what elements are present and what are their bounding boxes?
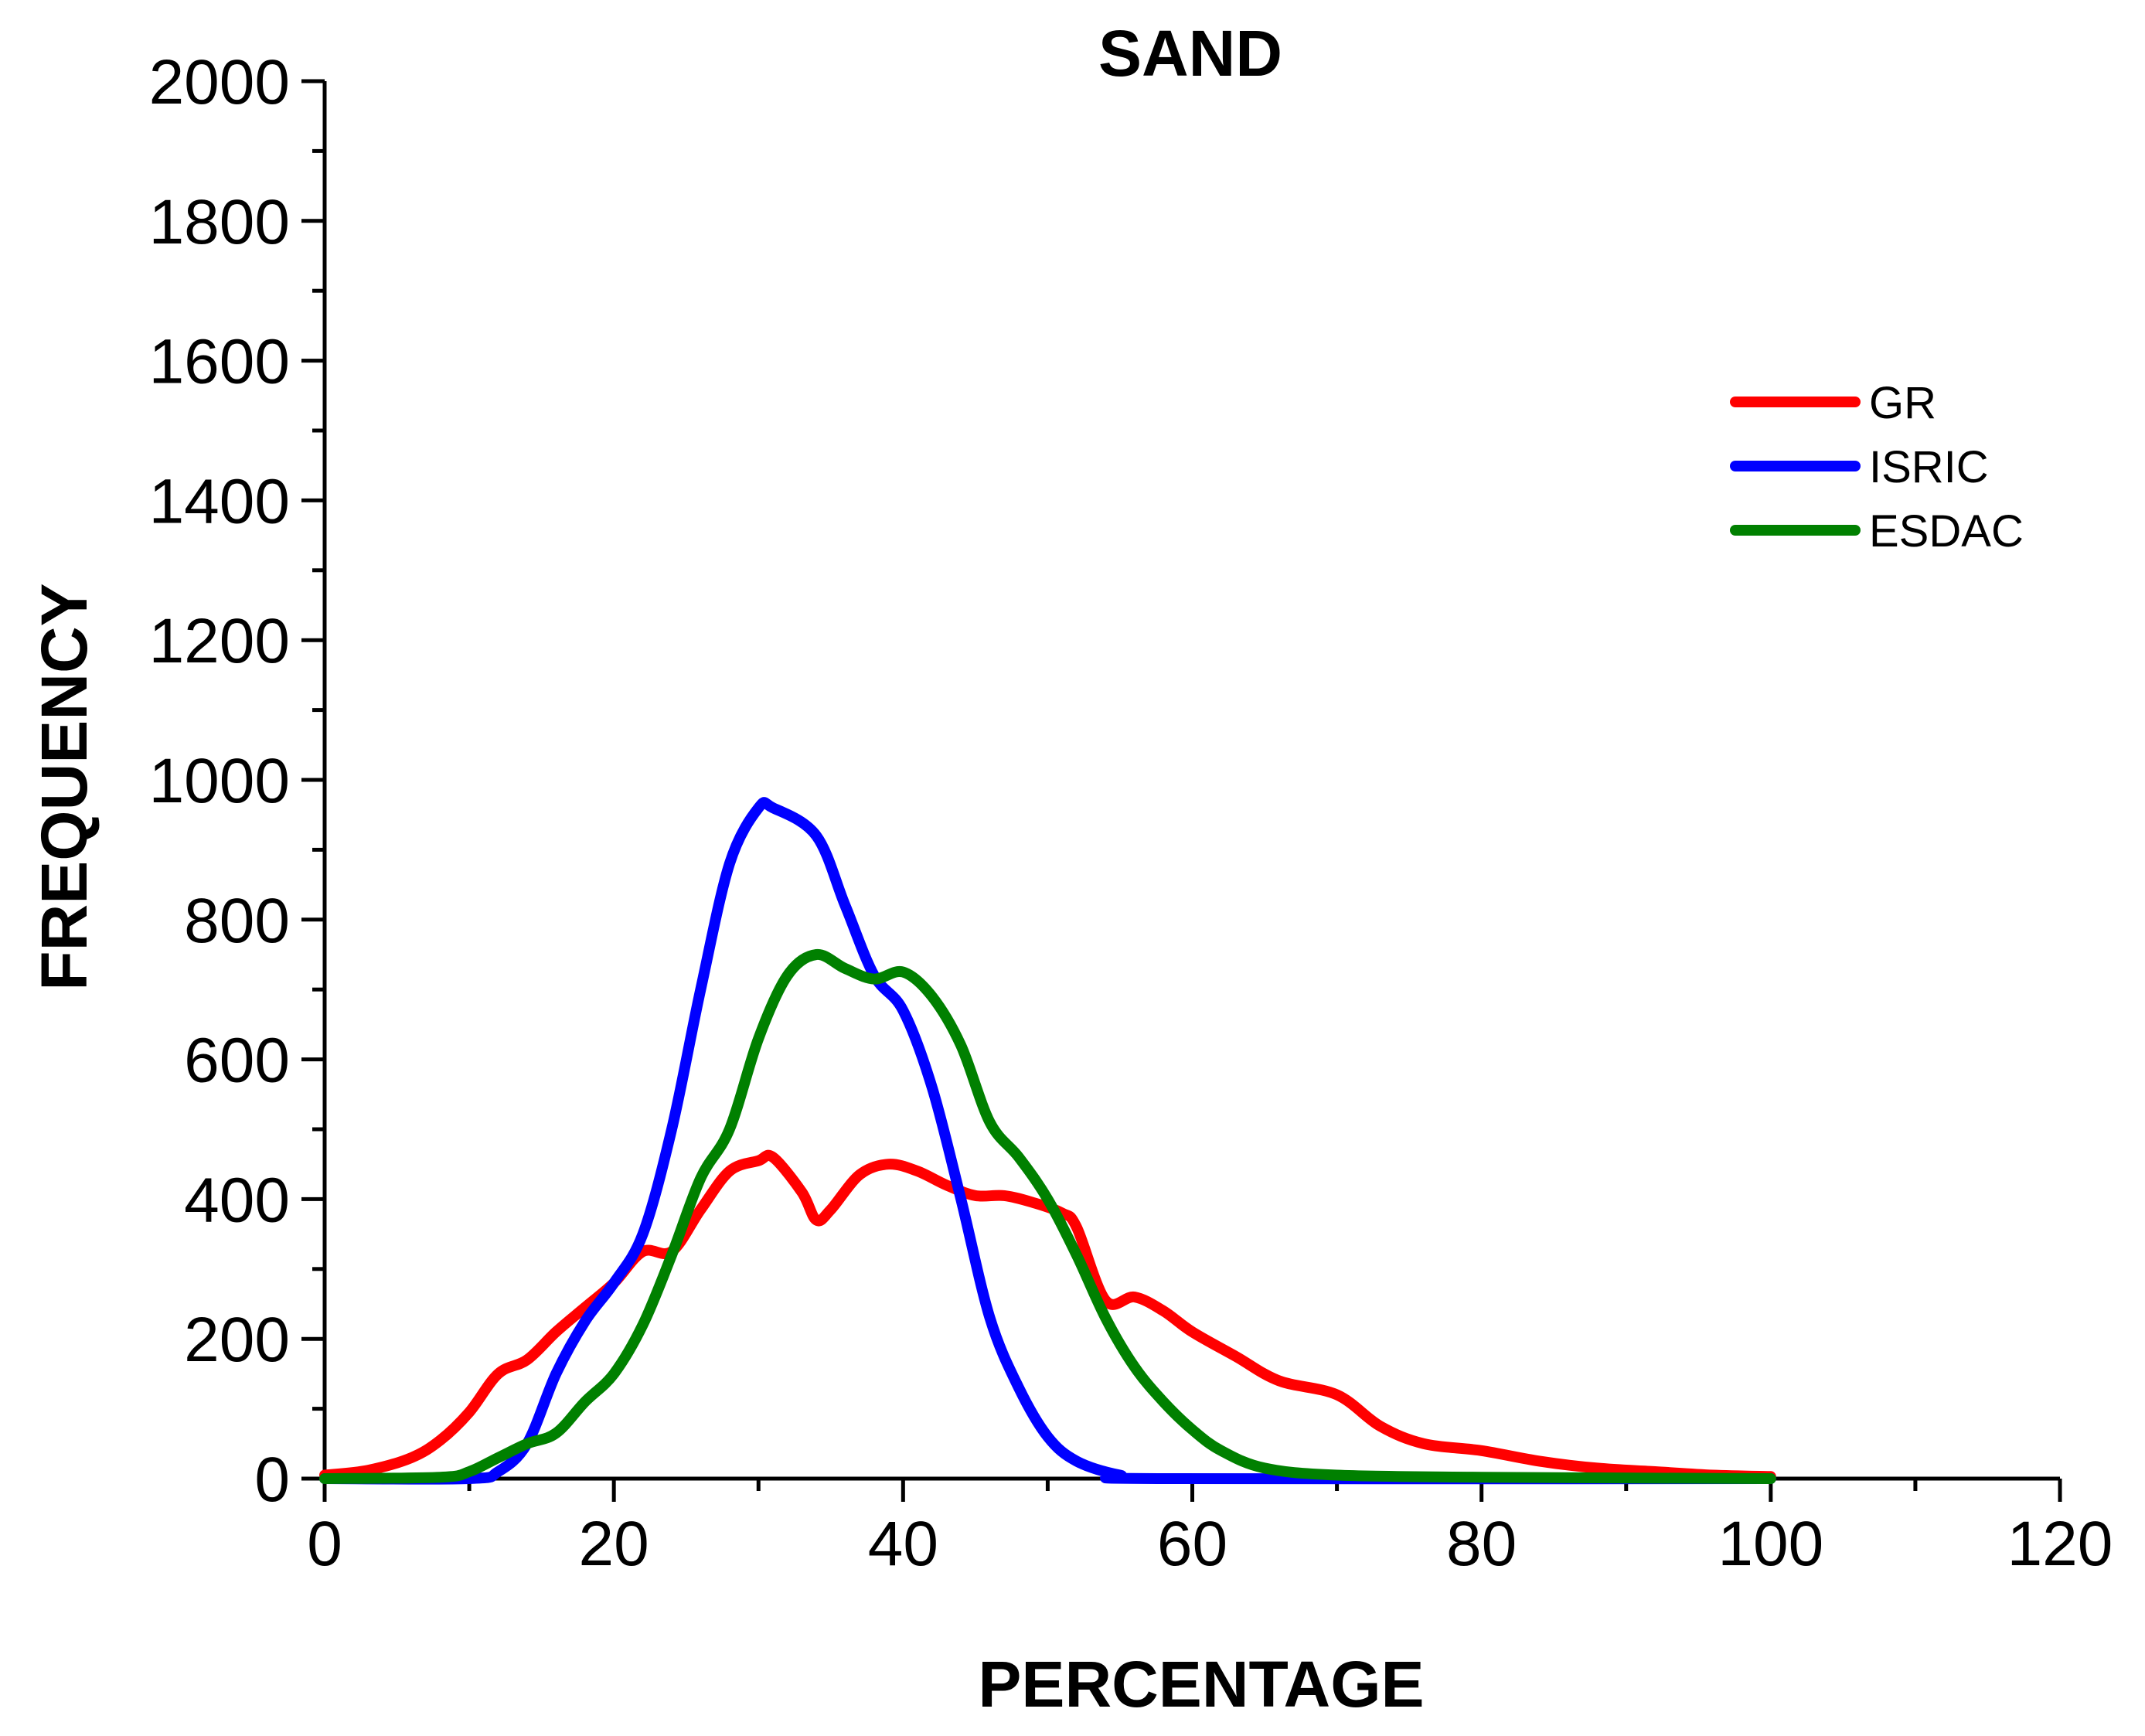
y-tick-label: 600 xyxy=(184,1026,290,1096)
y-tick-label: 400 xyxy=(184,1165,290,1235)
legend: GR ISRIC ESDAC xyxy=(1730,378,2024,557)
series-line-esdac xyxy=(319,948,1776,1484)
x-axis-ticks: 0 20 40 60 80 100 120 xyxy=(307,1479,2113,1579)
x-tick-label: 100 xyxy=(1718,1509,1823,1579)
x-tick-label: 20 xyxy=(579,1509,649,1579)
chart-title: SAND xyxy=(1098,17,1282,90)
x-axis-title: PERCENTAGE xyxy=(978,1648,1424,1721)
legend-label-gr: GR xyxy=(1869,378,1936,428)
y-axis-ticks: 0 200 400 600 800 1000 1200 1400 1600 1800 2000 xyxy=(149,47,325,1515)
x-tick-label: 60 xyxy=(1157,1509,1227,1579)
x-tick-label: 0 xyxy=(307,1509,342,1579)
series-line-gr xyxy=(319,1149,1776,1482)
y-tick-label: 1000 xyxy=(149,746,290,816)
y-tick-label: 0 xyxy=(254,1445,290,1515)
legend-label-esdac: ESDAC xyxy=(1869,506,2024,557)
axes xyxy=(322,81,2060,1481)
series-layer xyxy=(319,797,1776,1485)
y-tick-label: 2000 xyxy=(149,47,290,117)
legend-label-isric: ISRIC xyxy=(1869,442,1989,492)
series-line-isric xyxy=(319,797,1776,1485)
x-tick-label: 120 xyxy=(2007,1509,2113,1579)
y-tick-label: 200 xyxy=(184,1305,290,1375)
x-tick-label: 40 xyxy=(868,1509,938,1579)
y-tick-label: 1400 xyxy=(149,466,290,536)
x-tick-label: 80 xyxy=(1446,1509,1517,1579)
y-tick-label: 1200 xyxy=(149,606,290,676)
y-tick-label: 1800 xyxy=(149,187,290,257)
y-axis-title: FREQUENCY xyxy=(28,583,100,990)
y-tick-label: 1600 xyxy=(149,327,290,397)
y-tick-label: 800 xyxy=(184,886,290,956)
